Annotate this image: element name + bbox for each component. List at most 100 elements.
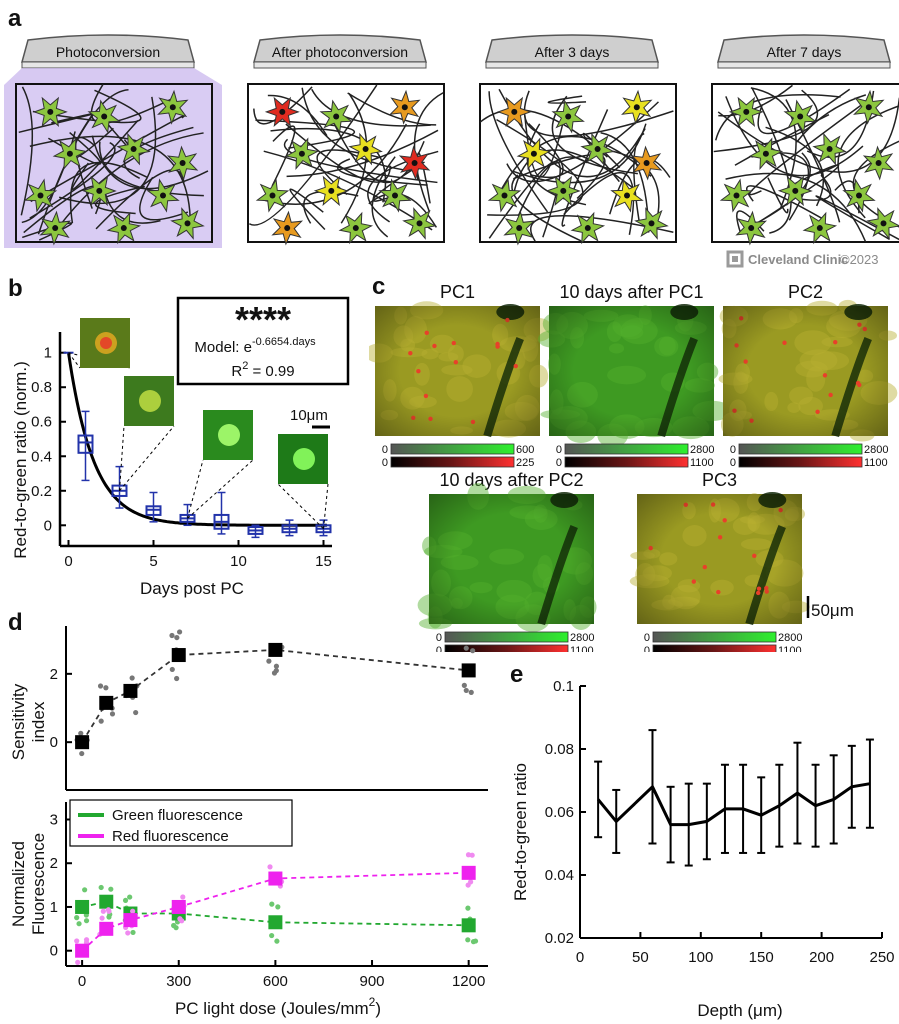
panel-c-images: c PC1 0 600 0 225 10 days after PC1 0 2800 0 1100…	[369, 273, 898, 652]
objective-lens-icon	[485, 34, 659, 63]
y-tick-label: 0.2	[31, 483, 52, 500]
objective-lens-icon	[253, 34, 427, 63]
neuron-icon	[735, 210, 768, 246]
neuron-nucleus	[856, 192, 862, 199]
neuron-nucleus	[298, 150, 305, 157]
neuron-nucleus	[530, 150, 537, 157]
neurite	[57, 132, 204, 228]
replicate-point	[83, 918, 90, 924]
lens-rim	[21, 61, 195, 69]
fluorescence-mean-marker	[171, 899, 186, 914]
neuron-icon	[284, 137, 320, 171]
green-colorbar	[444, 631, 569, 643]
x-tick-label: 100	[688, 949, 713, 966]
fluorescence-mean-marker	[75, 899, 90, 914]
panel-b-scale-label: 10μm	[290, 407, 328, 424]
neuron-icon	[32, 96, 68, 127]
neurite	[767, 177, 789, 214]
inset-leader	[187, 459, 254, 519]
box-plot-day-3	[111, 465, 128, 509]
replicate-point	[82, 887, 88, 893]
green-scale-min: 0	[644, 632, 650, 644]
replicate-point	[171, 922, 177, 929]
replicate-point	[174, 634, 180, 641]
neuron-icon	[748, 137, 784, 171]
sensitivity-mean-marker	[268, 642, 283, 657]
replicate-point	[98, 884, 104, 891]
replicate-point	[469, 852, 475, 858]
red-scale-min: 0	[730, 457, 736, 469]
replicate-point	[461, 682, 467, 688]
neurite	[413, 92, 444, 213]
fluorescence-mean-marker	[99, 921, 114, 936]
micrograph-title: 10 days after PC1	[559, 282, 703, 302]
box-plot-day-9	[213, 491, 230, 535]
neuron-icon	[783, 99, 817, 134]
neuron-icon	[313, 175, 349, 207]
x-tick-label: 300	[166, 973, 191, 990]
micrograph-title: PC2	[788, 282, 823, 302]
legend-box	[69, 799, 293, 847]
inset-leader	[323, 483, 329, 529]
neurite	[796, 94, 867, 143]
neuron-icon	[496, 96, 532, 127]
neuron-icon	[610, 178, 644, 213]
neurite	[371, 156, 396, 238]
neurite	[29, 135, 192, 230]
panel-e-label: e	[510, 661, 523, 688]
neuron-nucleus	[643, 160, 650, 166]
cell-inset-day-15	[277, 434, 329, 530]
fluorescence-mean-marker	[123, 913, 138, 928]
red-colorbar	[444, 644, 569, 652]
neurite	[488, 91, 549, 213]
replicate-point	[465, 882, 471, 888]
replicate-point	[180, 894, 186, 900]
inset-leader	[119, 425, 175, 492]
red-colorbar	[564, 456, 689, 468]
sensitivity-mean-marker	[123, 683, 138, 698]
x-tick-label: 150	[749, 949, 774, 966]
neuron-nucleus	[797, 113, 804, 120]
inset-leader	[187, 459, 204, 519]
neuron-icon	[802, 211, 838, 245]
neurite	[263, 150, 433, 231]
x-tick-label: 15	[315, 553, 332, 570]
sensitivity-mean-marker	[99, 695, 114, 710]
panel-d-legend: Green fluorescence Red fluorescence	[69, 799, 293, 847]
stage-title: After photoconversion	[272, 44, 408, 60]
neuron-nucleus	[565, 113, 572, 120]
neuron-icon	[39, 210, 72, 246]
green-scale-min: 0	[436, 632, 442, 644]
replicate-point	[269, 901, 275, 907]
stage-title: After 3 days	[535, 44, 610, 60]
replicate-point	[100, 908, 106, 914]
green-scale-min: 0	[382, 444, 388, 456]
neurite	[765, 126, 825, 207]
replicate-point	[76, 921, 82, 927]
neuron-nucleus	[560, 187, 567, 194]
micrograph-3: PC2 0 2800 0 1100	[718, 282, 898, 469]
neurite	[71, 119, 139, 190]
vignette	[375, 306, 540, 436]
fluorescence-mean-marker	[268, 871, 283, 886]
stage-title: After 7 days	[767, 44, 842, 60]
neurite	[511, 174, 582, 242]
inset-cell	[139, 390, 161, 412]
neurite	[99, 141, 204, 197]
inset-leader	[277, 483, 324, 530]
box-plot-day-7	[179, 503, 196, 527]
neurite	[796, 174, 832, 201]
box-iqr	[77, 434, 94, 454]
credit-year: ©2023	[840, 252, 879, 267]
replicate-point	[470, 648, 476, 654]
neuron-icon	[570, 211, 606, 245]
neurite	[547, 95, 587, 104]
replicate-point	[463, 687, 469, 694]
neuron-nucleus	[179, 160, 186, 166]
replicate-point	[99, 915, 105, 921]
neuron-nucleus	[865, 104, 872, 111]
neuron-icon	[170, 207, 205, 240]
neuron-nucleus	[416, 220, 423, 227]
neuron-nucleus	[748, 225, 755, 232]
panel-e-ylabel: Red-to-green ratio	[511, 763, 530, 901]
